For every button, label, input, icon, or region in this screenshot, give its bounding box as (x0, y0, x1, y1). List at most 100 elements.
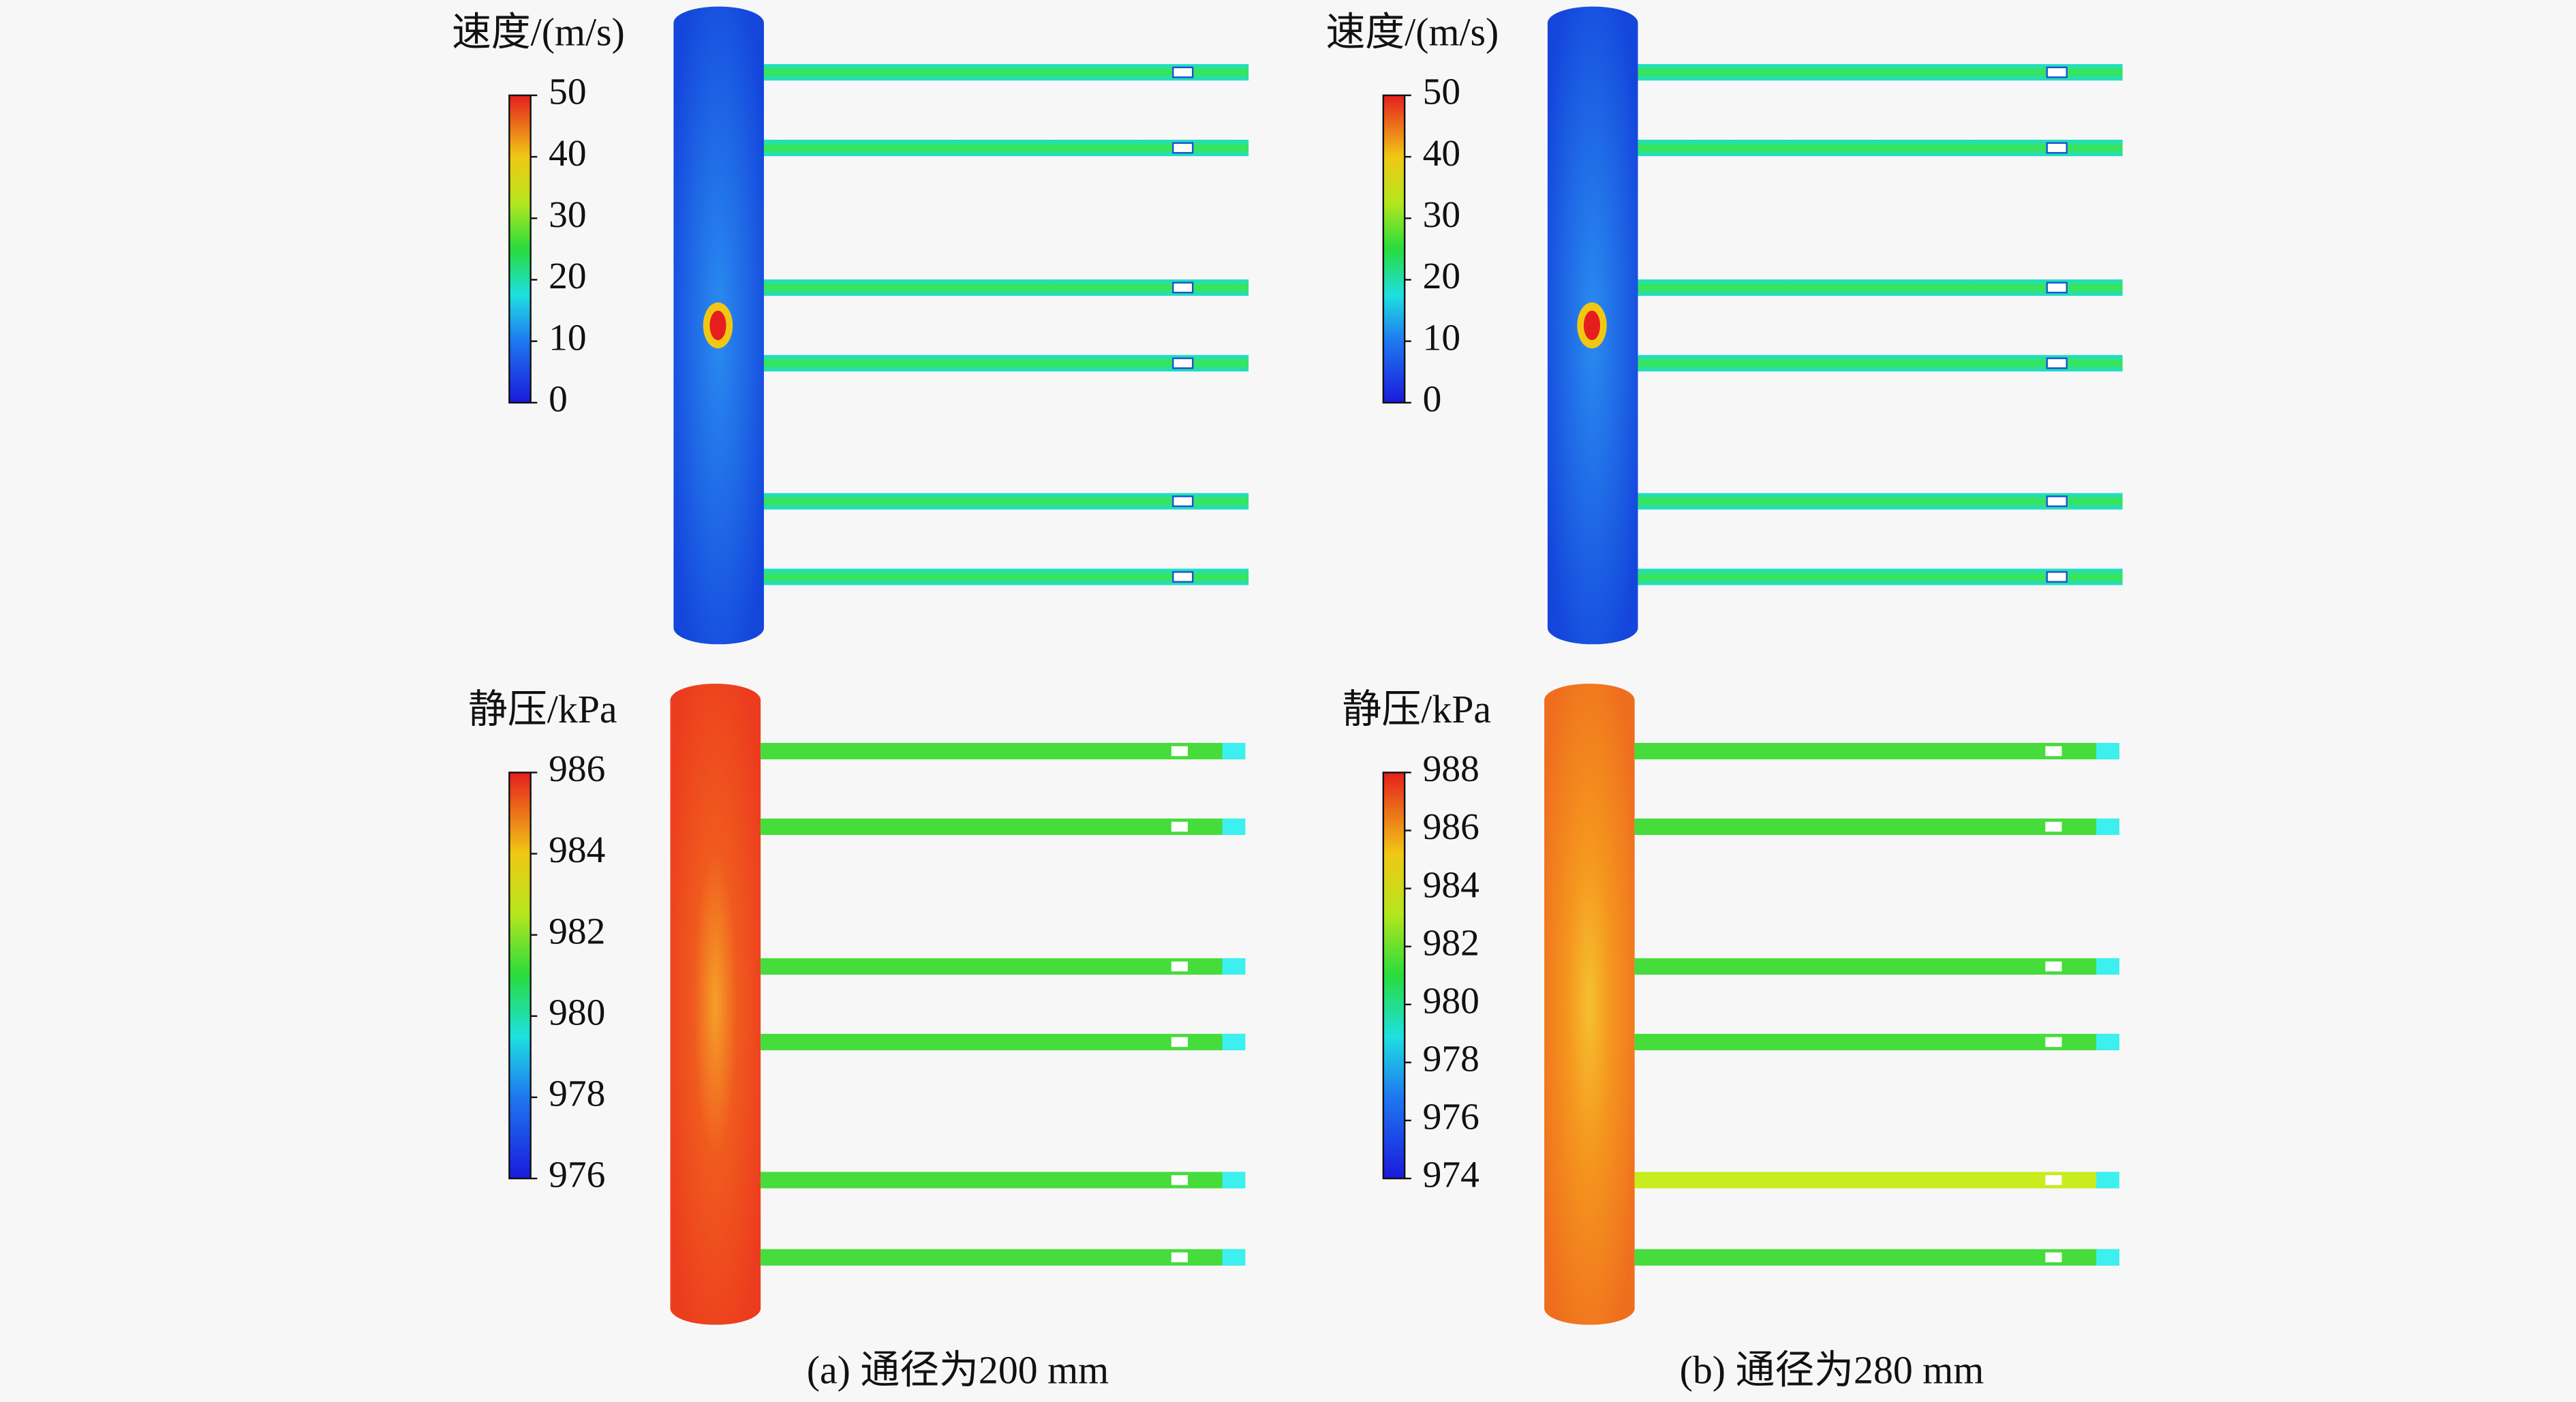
velocity-pipe (763, 568, 1249, 585)
pipe-insert (1172, 570, 1194, 583)
colorbar-tick-label: 30 (549, 194, 586, 235)
colorbar (508, 94, 532, 404)
colorbar-tick-label: 40 (1423, 132, 1460, 174)
pressure-cylinder (1544, 684, 1635, 1325)
pipe-insert (1172, 496, 1194, 507)
colorbar-tick-label: 50 (1423, 71, 1460, 112)
colorbar (1382, 94, 1406, 404)
colorbar-tick-label: 986 (549, 748, 605, 789)
colorbar-title: 速度/(m/s) (1325, 10, 1499, 54)
pipe-insert (2046, 281, 2068, 294)
pressure-pipe (761, 1033, 1246, 1050)
pipe-insert (1172, 66, 1194, 78)
pressure-pipe (1634, 1033, 2119, 1050)
velocity-pipe (763, 354, 1249, 371)
colorbar-tick-label: 20 (1423, 255, 1460, 296)
high-velocity-core (1583, 310, 1601, 341)
pressure-pipe (761, 1172, 1246, 1189)
pipe-insert (2045, 1252, 2062, 1263)
pressure-pipe (1634, 742, 2119, 760)
colorbar-tick-label: 20 (549, 255, 586, 296)
high-velocity-core (709, 310, 726, 341)
velocity-pipe (763, 493, 1249, 510)
pipe-outlet (1222, 1033, 1246, 1050)
colorbar-tick-label: 988 (1423, 748, 1479, 789)
velocity-pipe (1638, 354, 2123, 371)
velocity-pipe (1638, 279, 2123, 296)
pressure-pipe (761, 1249, 1246, 1266)
pipe-outlet (2096, 1172, 2119, 1189)
pressure-pipe (761, 742, 1246, 760)
pipe-insert (2046, 570, 2068, 583)
colorbar-tick-label: 10 (1423, 316, 1460, 358)
pressure-pipe (1634, 1172, 2119, 1189)
pipe-insert (1171, 1175, 1188, 1185)
colorbar-tick-label: 978 (1423, 1038, 1479, 1080)
colorbar-title: 速度/(m/s) (452, 10, 625, 54)
pipe-insert (2045, 746, 2062, 757)
pressure-cylinder (670, 684, 761, 1325)
pressure-pipe (1634, 818, 2119, 836)
velocity-pipe (1638, 568, 2123, 585)
pipe-insert (2046, 357, 2068, 369)
velocity-pipe (1638, 64, 2123, 81)
panel-caption: (b) 通径为280 mm (1680, 1347, 1984, 1392)
colorbar-tick-label: 0 (1423, 378, 1442, 420)
pipe-outlet (1222, 742, 1246, 760)
pipe-outlet (2096, 1033, 2119, 1050)
colorbar-tick-label: 50 (549, 71, 586, 112)
colorbar (508, 772, 532, 1180)
pipe-outlet (2096, 958, 2119, 975)
velocity-pipe (1638, 493, 2123, 510)
pipe-outlet (2096, 1249, 2119, 1266)
pipe-insert (2045, 961, 2062, 972)
colorbar-title: 静压/kPa (468, 687, 617, 731)
colorbar-tick-label: 984 (549, 829, 605, 870)
colorbar-tick-label: 982 (1423, 921, 1479, 963)
colorbar-tick-label: 980 (549, 991, 605, 1033)
colorbar-tick-label: 978 (549, 1073, 605, 1114)
pipe-insert (1171, 821, 1188, 832)
pressure-pipe (761, 818, 1246, 836)
pressure-pipe (1634, 1249, 2119, 1266)
colorbar-tick-label: 982 (549, 910, 605, 951)
pipe-outlet (1222, 958, 1246, 975)
pipe-outlet (1222, 1249, 1246, 1266)
velocity-pipe (763, 139, 1249, 157)
pipe-insert (1172, 281, 1194, 294)
pipe-insert (1171, 746, 1188, 757)
pressure-pipe (1634, 958, 2119, 975)
velocity-pipe (763, 64, 1249, 81)
pipe-insert (1171, 961, 1188, 972)
pipe-insert (2046, 142, 2068, 154)
colorbar-tick-label: 976 (1423, 1096, 1479, 1138)
pipe-outlet (2096, 742, 2119, 760)
pipe-insert (2046, 66, 2068, 78)
colorbar-tick-label: 980 (1423, 979, 1479, 1021)
colorbar (1382, 772, 1406, 1180)
pipe-insert (1171, 1252, 1188, 1263)
colorbar-tick-label: 40 (549, 132, 586, 174)
colorbar-tick-label: 0 (549, 378, 568, 420)
colorbar-tick-label: 974 (1423, 1154, 1479, 1195)
pipe-outlet (2096, 818, 2119, 836)
pipe-insert (2045, 1037, 2062, 1048)
colorbar-tick-label: 976 (549, 1154, 605, 1195)
pipe-outlet (1222, 1172, 1246, 1189)
pipe-insert (2046, 496, 2068, 507)
pipe-insert (2045, 1175, 2062, 1185)
velocity-pipe (763, 279, 1249, 296)
colorbar-tick-label: 10 (549, 316, 586, 358)
pipe-insert (1172, 357, 1194, 369)
colorbar-title: 静压/kPa (1343, 687, 1492, 731)
colorbar-tick-label: 30 (1423, 194, 1460, 235)
colorbar-tick-label: 986 (1423, 806, 1479, 847)
pipe-insert (2045, 821, 2062, 832)
panel-caption: (a) 通径为200 mm (807, 1347, 1109, 1392)
pressure-pipe (761, 958, 1246, 975)
pipe-insert (1172, 142, 1194, 154)
pipe-outlet (1222, 818, 1246, 836)
pipe-insert (1171, 1037, 1188, 1048)
